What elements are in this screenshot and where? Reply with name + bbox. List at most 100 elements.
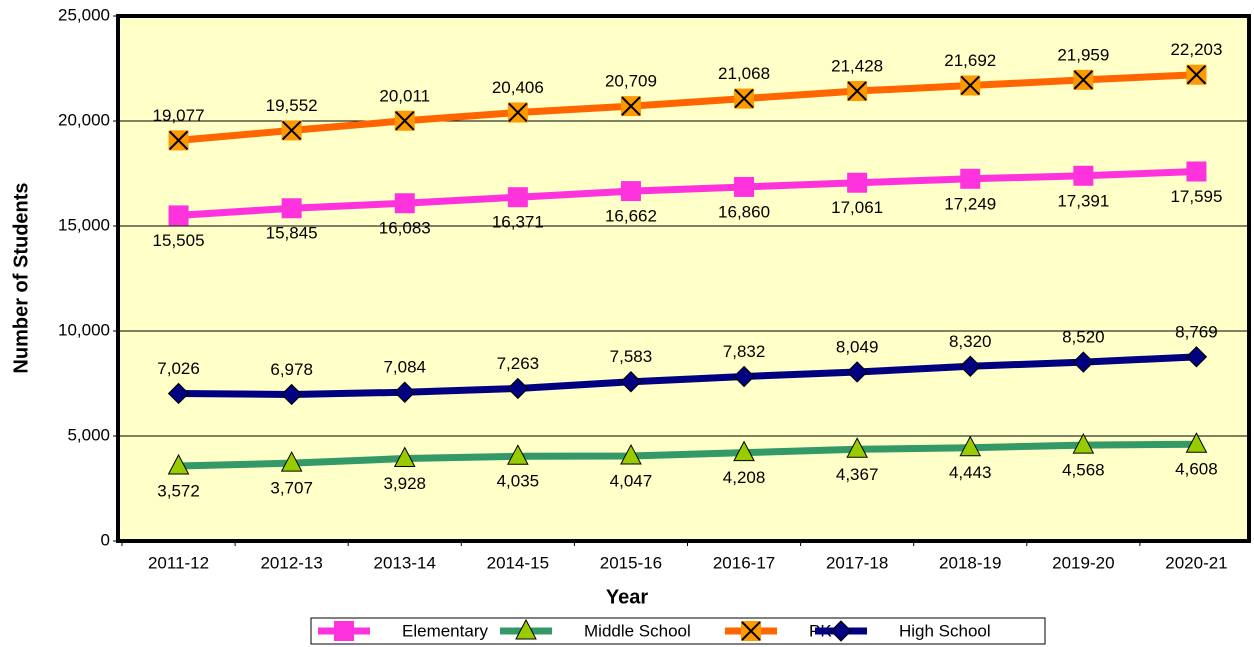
marker bbox=[280, 383, 303, 406]
marker bbox=[507, 102, 528, 123]
x-axis-title: Year bbox=[606, 586, 648, 608]
marker-x bbox=[734, 88, 754, 109]
marker-x bbox=[508, 102, 528, 123]
marker bbox=[507, 377, 529, 400]
data-label: 3,572 bbox=[157, 481, 200, 500]
marker bbox=[846, 361, 868, 383]
data-label: 21,959 bbox=[1057, 45, 1109, 64]
y-axis-title: Number of Students bbox=[10, 182, 32, 373]
data-label: 17,391 bbox=[1057, 191, 1109, 210]
data-label: 4,035 bbox=[497, 472, 540, 491]
y-tick-label: 10,000 bbox=[58, 320, 110, 339]
marker-x bbox=[741, 621, 761, 641]
marker-x bbox=[1073, 70, 1094, 90]
legend-label: Middle School bbox=[584, 621, 691, 640]
legend-label: Elementary bbox=[402, 621, 488, 640]
data-label: 8,049 bbox=[836, 337, 879, 356]
marker bbox=[960, 75, 981, 96]
data-label: 19,552 bbox=[266, 96, 318, 115]
data-label: 21,068 bbox=[718, 64, 770, 83]
x-tick-label: 2013-14 bbox=[374, 553, 436, 572]
marker bbox=[734, 176, 755, 197]
legend-marker bbox=[830, 620, 852, 642]
marker bbox=[959, 435, 982, 457]
marker bbox=[507, 444, 529, 465]
data-label: 6,978 bbox=[270, 360, 313, 379]
marker bbox=[959, 355, 981, 377]
marker bbox=[1185, 346, 1208, 368]
marker bbox=[960, 168, 981, 189]
series-line bbox=[178, 353, 1197, 398]
data-label: 19,077 bbox=[153, 106, 205, 125]
x-tick-label: 2015-16 bbox=[600, 553, 662, 572]
data-label: 7,084 bbox=[383, 358, 426, 377]
data-label: 8,320 bbox=[949, 332, 992, 351]
data-label: 4,443 bbox=[949, 463, 992, 482]
x-tick-label: 2014-15 bbox=[487, 553, 549, 572]
y-tick-label: 15,000 bbox=[58, 215, 110, 234]
y-tick-label: 5,000 bbox=[67, 425, 110, 444]
x-tick-label: 2012-13 bbox=[260, 553, 322, 572]
marker bbox=[1186, 64, 1207, 85]
data-label: 7,026 bbox=[157, 359, 200, 378]
marker bbox=[620, 181, 641, 202]
series-line bbox=[178, 440, 1197, 470]
data-label: 8,520 bbox=[1062, 328, 1105, 347]
marker bbox=[394, 381, 416, 403]
data-label: 3,707 bbox=[270, 479, 313, 498]
data-label: 4,367 bbox=[836, 465, 879, 484]
marker bbox=[394, 193, 415, 214]
marker bbox=[734, 88, 755, 109]
data-label: 20,709 bbox=[605, 72, 657, 91]
data-label: 7,263 bbox=[497, 354, 540, 373]
data-label: 21,428 bbox=[831, 56, 883, 75]
data-label: 4,047 bbox=[610, 471, 653, 490]
x-tick-label: 2018-19 bbox=[939, 553, 1001, 572]
marker bbox=[168, 205, 189, 226]
data-label: 16,662 bbox=[605, 207, 657, 226]
data-label: 17,061 bbox=[831, 198, 883, 217]
y-tick-label: 0 bbox=[101, 530, 110, 549]
marker bbox=[281, 198, 302, 219]
marker bbox=[1072, 432, 1095, 454]
marker-x bbox=[168, 130, 189, 151]
data-label: 3,928 bbox=[383, 474, 426, 493]
marker bbox=[168, 130, 189, 151]
data-label: 4,608 bbox=[1175, 460, 1218, 479]
marker-x bbox=[621, 96, 641, 116]
marker bbox=[620, 443, 642, 465]
marker bbox=[281, 120, 302, 141]
marker bbox=[167, 382, 190, 405]
legend-marker bbox=[334, 621, 354, 641]
marker bbox=[280, 451, 303, 472]
marker bbox=[393, 446, 416, 468]
legend-marker bbox=[741, 621, 761, 641]
series-line bbox=[178, 168, 1197, 219]
x-tick-label: 2019-20 bbox=[1052, 553, 1114, 572]
marker-x bbox=[395, 111, 415, 131]
marker bbox=[847, 81, 868, 102]
marker-x bbox=[281, 120, 302, 141]
marker bbox=[1185, 432, 1208, 453]
legend bbox=[310, 617, 1046, 645]
data-label: 20,011 bbox=[379, 86, 430, 105]
data-label: 22,203 bbox=[1170, 40, 1222, 59]
data-label: 15,845 bbox=[266, 224, 318, 243]
marker bbox=[394, 110, 415, 131]
data-label: 16,860 bbox=[718, 202, 770, 221]
data-label: 17,595 bbox=[1170, 187, 1222, 206]
marker bbox=[620, 371, 642, 393]
marker bbox=[1073, 69, 1094, 90]
y-tick-label: 25,000 bbox=[58, 5, 110, 24]
x-tick-label: 2017-18 bbox=[826, 553, 888, 572]
data-label: 17,249 bbox=[944, 194, 996, 213]
data-label: 20,406 bbox=[492, 78, 544, 97]
marker bbox=[1073, 165, 1094, 186]
data-label: 4,208 bbox=[723, 468, 766, 487]
data-label: 8,769 bbox=[1175, 322, 1218, 341]
marker bbox=[846, 437, 868, 458]
marker bbox=[620, 96, 641, 117]
x-tick-label: 2011-12 bbox=[148, 553, 209, 572]
marker bbox=[1186, 161, 1207, 182]
